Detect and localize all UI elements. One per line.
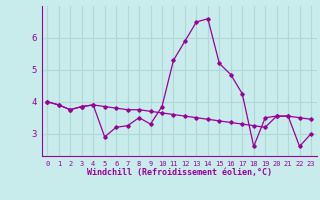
X-axis label: Windchill (Refroidissement éolien,°C): Windchill (Refroidissement éolien,°C) — [87, 168, 272, 177]
